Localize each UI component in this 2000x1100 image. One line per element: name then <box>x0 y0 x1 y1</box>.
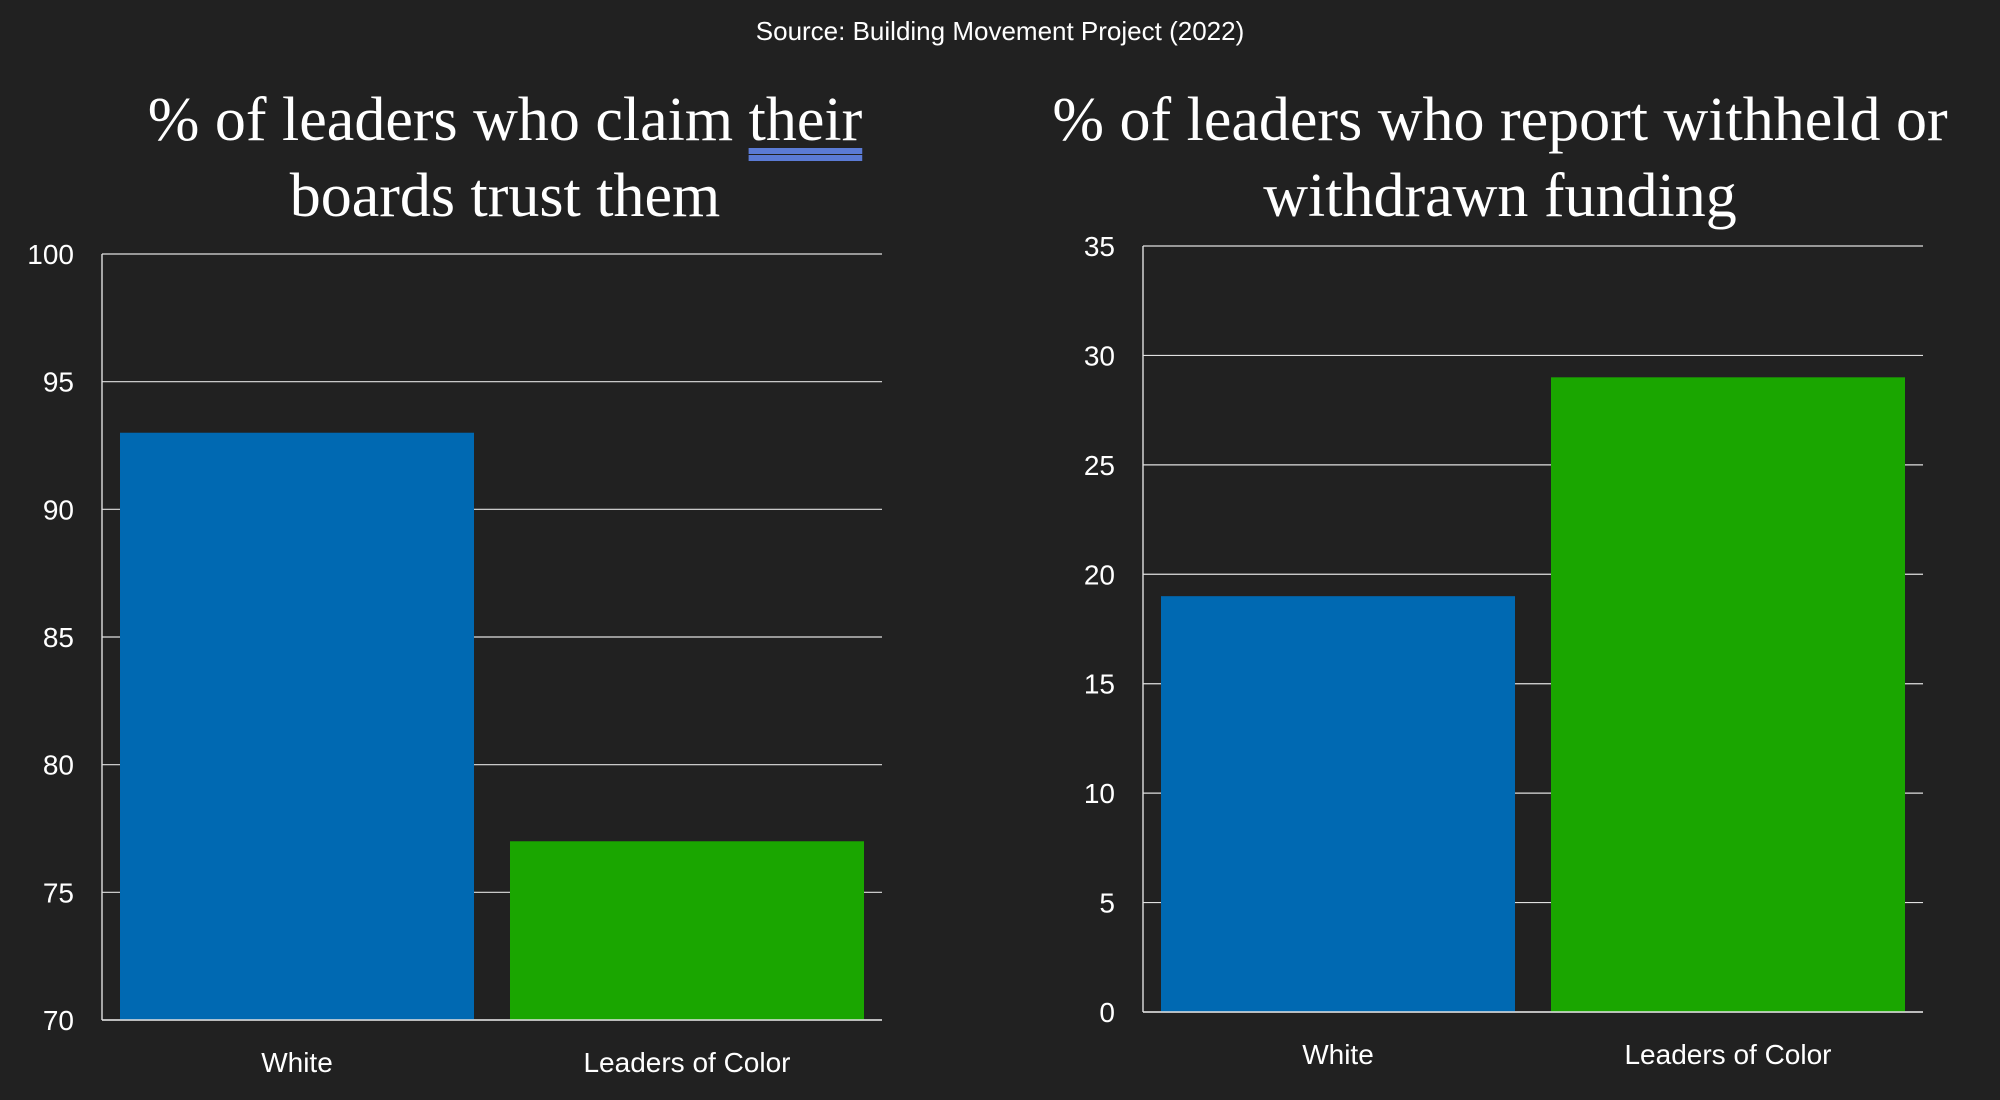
y-tick-label: 90 <box>43 494 74 525</box>
source-note: Source: Building Movement Project (2022) <box>755 16 1245 46</box>
title-part-their: their <box>748 86 863 154</box>
bar-leaders-of-color <box>510 841 864 1020</box>
y-tick-label: 30 <box>1084 340 1115 371</box>
x-category-label: Leaders of Color <box>583 1047 790 1078</box>
bar-white <box>120 432 474 1020</box>
x-category-label: White <box>1302 1039 1374 1070</box>
y-tick-label: 100 <box>27 239 74 270</box>
title-part-3: boards trust them <box>289 162 721 230</box>
y-tick-label: 80 <box>43 750 74 781</box>
y-tick-label: 20 <box>1084 559 1115 590</box>
y-tick-label: 5 <box>1099 888 1115 919</box>
y-tick-label: 75 <box>43 877 74 908</box>
x-category-label: White <box>261 1047 333 1078</box>
y-tick-label: 15 <box>1084 669 1115 700</box>
x-category-label: Leaders of Color <box>1624 1039 1831 1070</box>
y-tick-label: 0 <box>1099 997 1115 1028</box>
y-tick-label: 25 <box>1084 450 1115 481</box>
bar-leaders-of-color <box>1551 377 1905 1012</box>
y-tick-label: 35 <box>1084 231 1115 262</box>
y-tick-label: 95 <box>43 367 74 398</box>
y-tick-label: 70 <box>43 1005 74 1036</box>
title-part-1: % of leaders who claim <box>147 86 749 154</box>
chart-title-withheld-funding: % of leaders who report withheld or with… <box>1052 86 1948 230</box>
bar-white <box>1161 596 1515 1012</box>
y-tick-label: 85 <box>43 622 74 653</box>
chart-title-board-trust: % of leaders who claim their boards trus… <box>60 82 950 234</box>
y-tick-label: 10 <box>1084 778 1115 809</box>
